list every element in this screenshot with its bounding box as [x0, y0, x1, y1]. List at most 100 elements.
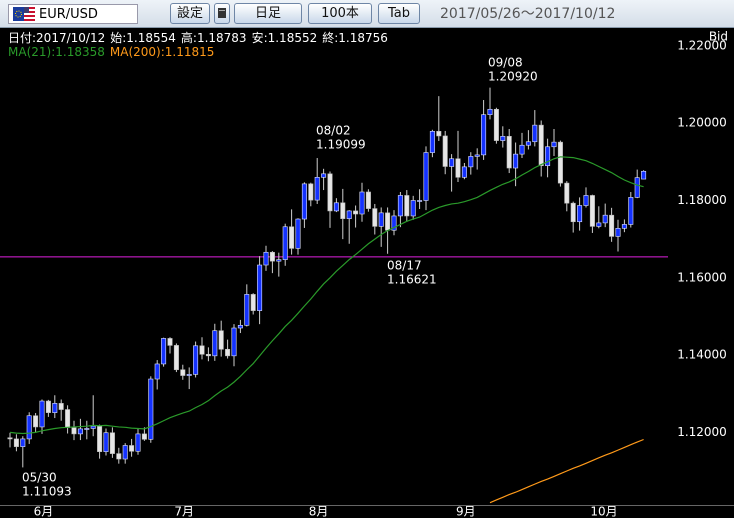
candle-body: [250, 294, 256, 311]
candle-body: [301, 183, 307, 220]
candle-body: [340, 202, 346, 219]
candle-body: [122, 445, 128, 460]
candle-body: [289, 226, 295, 249]
date-range: 2017/05/26～2017/10/12: [440, 6, 616, 22]
candle-body: [327, 173, 333, 212]
info-value: 1.18554: [126, 31, 176, 45]
candle-body: [609, 214, 615, 237]
tool-button[interactable]: [214, 3, 230, 24]
y-tick-label: 1.14000: [677, 348, 727, 362]
candle-body: [39, 400, 45, 428]
settings-button[interactable]: 設定: [170, 3, 210, 24]
candle-body: [551, 141, 557, 148]
candle-body: [468, 156, 474, 168]
candle-body: [276, 259, 282, 262]
candle-body: [141, 433, 147, 440]
annotation-date: 08/02: [316, 124, 351, 138]
candle-body: [525, 141, 531, 146]
candle-body: [13, 438, 19, 447]
annotation-value: 1.20920: [488, 70, 538, 84]
candle-body: [84, 428, 90, 430]
pair-label: EUR/USD: [39, 7, 98, 22]
candle-body: [186, 374, 192, 376]
candle-body: [423, 152, 429, 201]
candle-body: [378, 212, 384, 227]
candle-body: [359, 191, 365, 215]
info-value: 2017/10/12: [36, 31, 105, 45]
candle-body: [417, 200, 423, 202]
candle-body: [641, 170, 647, 180]
x-tick-label: 9月: [456, 505, 476, 518]
candle-body: [257, 264, 263, 311]
x-tick-label: 8月: [309, 505, 329, 518]
candle-body: [404, 195, 410, 217]
period-button[interactable]: 日足: [234, 3, 302, 24]
ma-line: [9, 156, 644, 435]
candle-body: [333, 202, 339, 212]
candle-body: [346, 210, 352, 219]
candle-body: [589, 195, 595, 227]
candle-body: [263, 251, 269, 266]
y-axis-label: Bid: [709, 30, 728, 44]
candle-body: [244, 294, 250, 326]
candle-body: [109, 432, 115, 454]
candle-body: [532, 124, 538, 143]
x-tick-label: 7月: [174, 505, 194, 518]
candle-body: [154, 363, 160, 380]
legend-value: 1.11815: [165, 45, 215, 59]
tab-button[interactable]: Tab: [378, 3, 420, 24]
candle-body: [65, 409, 71, 429]
candle-body: [295, 218, 301, 249]
candle-body: [7, 437, 13, 440]
candle-body: [97, 425, 103, 452]
candle-body: [436, 131, 442, 137]
candle-body: [148, 378, 154, 440]
candle-body: [129, 445, 135, 452]
flag-icon: [13, 7, 35, 21]
candle-body: [391, 215, 397, 231]
candle-body: [135, 433, 141, 452]
info-label: 始:: [110, 31, 126, 45]
candle-body: [20, 438, 26, 447]
candle-body: [353, 210, 359, 215]
candle-body: [500, 136, 506, 141]
info-value: 1.18783: [197, 31, 247, 45]
legend-value: 1.18358: [55, 45, 105, 59]
info-value: 1.18552: [268, 31, 318, 45]
y-tick-label: 1.16000: [677, 270, 727, 284]
annotation-value: 1.16621: [387, 273, 437, 287]
candle-body: [474, 154, 480, 157]
info-label: 安:: [252, 30, 268, 45]
candle-body: [621, 224, 627, 229]
candle-body: [455, 158, 461, 178]
candle-body: [26, 415, 32, 440]
candle-body: [583, 195, 589, 206]
candle-body: [225, 348, 231, 357]
annotation-date: 08/17: [387, 259, 422, 273]
candle-body: [103, 432, 109, 452]
ma-line: [489, 438, 644, 504]
toolbar: EUR/USD 設定 日足 100本 Tab 2017/05/26～2017/1…: [0, 0, 734, 28]
annotation-date: 09/08: [488, 56, 523, 70]
candle-body: [77, 428, 83, 435]
candle-body: [481, 114, 487, 156]
plot-area: [0, 87, 668, 504]
legend-name: MA(21):: [8, 45, 55, 59]
legend-name: MA(200):: [110, 45, 165, 59]
candle-body: [602, 214, 608, 224]
pair-selector[interactable]: EUR/USD: [8, 4, 138, 24]
candle-body: [365, 191, 371, 209]
count-button[interactable]: 100本: [308, 3, 372, 24]
candle-body: [205, 353, 211, 357]
candle-body: [161, 338, 167, 365]
candle-body: [372, 208, 378, 227]
candle-body: [545, 146, 551, 167]
candle-body: [461, 166, 467, 178]
candle-body: [596, 222, 602, 227]
candle-body: [519, 144, 525, 155]
candle-body: [410, 200, 416, 217]
candle-body: [577, 205, 583, 223]
candle-body: [506, 136, 512, 169]
tool-icon: [218, 8, 226, 18]
y-tick-label: 1.20000: [677, 116, 727, 130]
